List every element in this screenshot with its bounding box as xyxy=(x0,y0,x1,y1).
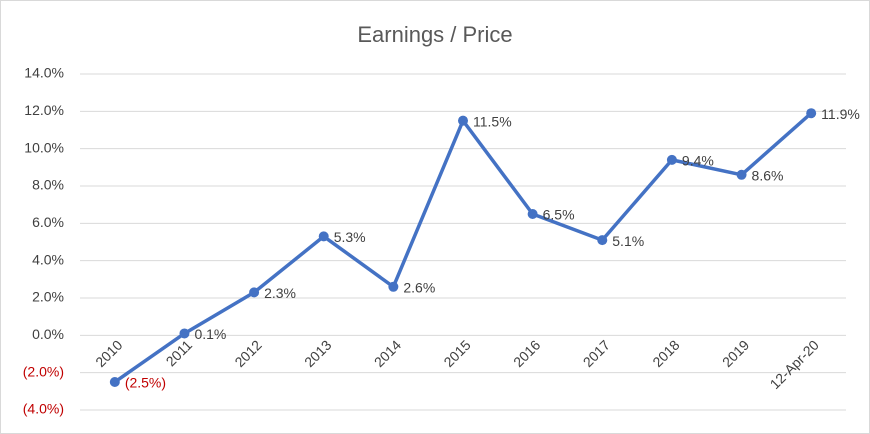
y-tick-label: 6.0% xyxy=(32,214,64,230)
data-point xyxy=(666,154,677,165)
y-tick-label: 10.0% xyxy=(24,139,64,155)
y-tick-label: 12.0% xyxy=(24,102,64,118)
y-tick-label: 8.0% xyxy=(32,177,64,193)
data-label: 5.1% xyxy=(612,233,644,249)
data-point xyxy=(597,235,608,246)
data-point xyxy=(179,328,190,339)
data-label: 5.3% xyxy=(334,229,366,245)
chart-title: Earnings / Price xyxy=(357,22,512,47)
data-point xyxy=(806,108,817,119)
data-point xyxy=(249,287,260,298)
data-label: 9.4% xyxy=(682,153,714,169)
data-point xyxy=(318,231,329,242)
y-tick-label: 4.0% xyxy=(32,251,64,267)
data-label: 0.1% xyxy=(194,326,226,342)
data-point xyxy=(458,115,468,126)
data-point xyxy=(736,169,747,180)
data-point xyxy=(388,281,399,292)
y-tick-label: (4.0%) xyxy=(23,401,64,417)
data-label: (2.5%) xyxy=(125,375,166,391)
data-label: 11.9% xyxy=(821,106,860,122)
data-point xyxy=(527,209,538,219)
y-tick-label: 0.0% xyxy=(32,326,64,342)
y-tick-label: 14.0% xyxy=(24,65,64,81)
data-label: 6.5% xyxy=(543,207,575,223)
data-label: 2.3% xyxy=(264,285,296,301)
data-label: 2.6% xyxy=(403,280,435,296)
y-tick-label: 2.0% xyxy=(32,289,64,305)
data-label: 8.6% xyxy=(752,168,784,184)
data-point xyxy=(109,377,120,387)
y-tick-label: (2.0%) xyxy=(23,363,64,379)
data-label: 11.5% xyxy=(473,113,512,129)
